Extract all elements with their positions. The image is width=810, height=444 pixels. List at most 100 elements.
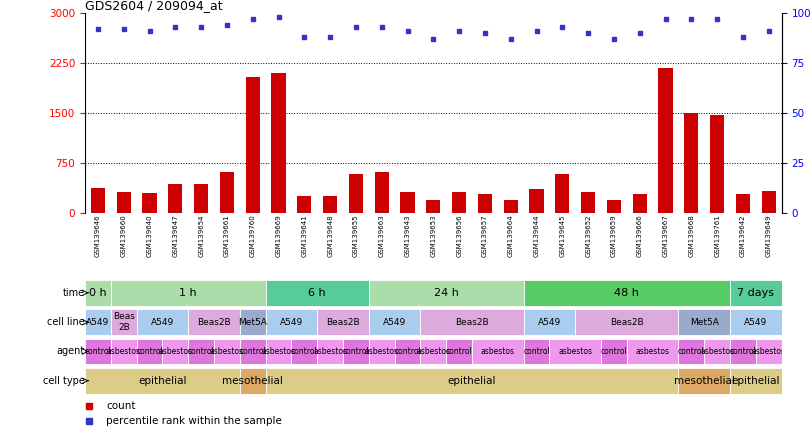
Text: GSM139657: GSM139657 [482,214,488,257]
Text: asbestos: asbestos [107,347,141,356]
Text: time: time [63,288,85,298]
Bar [292,339,318,364]
Text: Met5A: Met5A [690,317,718,327]
Bar [91,188,105,213]
Bar [271,73,286,213]
Bar [117,192,131,213]
Bar [627,339,679,364]
Bar [523,339,549,364]
Bar [163,339,188,364]
Bar [504,200,518,213]
Text: GSM139649: GSM139649 [765,214,772,257]
Bar [240,339,266,364]
Bar [420,309,523,335]
Bar [369,280,523,305]
Bar [137,339,163,364]
Text: agent: agent [57,346,85,357]
Text: asbestos: asbestos [558,347,592,356]
Text: 1 h: 1 h [180,288,197,298]
Bar [375,172,389,213]
Bar [111,280,266,305]
Text: GSM139667: GSM139667 [663,214,668,257]
Text: epithelial: epithelial [448,376,497,386]
Text: GSM139648: GSM139648 [327,214,333,257]
Bar [168,185,182,213]
Text: A549: A549 [744,317,768,327]
Text: 7 days: 7 days [737,288,774,298]
Bar [85,339,111,364]
Text: control: control [678,347,705,356]
Bar [85,280,111,305]
Text: asbestos: asbestos [752,347,786,356]
Bar [478,194,492,213]
Text: control: control [446,347,472,356]
Text: control: control [523,347,550,356]
Bar [266,368,679,393]
Text: control: control [394,347,421,356]
Text: asbestos: asbestos [158,347,192,356]
Bar [111,339,137,364]
Bar [575,309,679,335]
Bar [633,194,647,213]
Bar [245,77,260,213]
Bar [220,172,234,213]
Text: A549: A549 [279,317,303,327]
Bar [343,339,369,364]
Text: cell type: cell type [43,376,85,386]
Text: GSM139642: GSM139642 [740,214,746,257]
Text: epithelial: epithelial [731,376,780,386]
Text: GSM139760: GSM139760 [249,214,256,257]
Bar [323,196,337,213]
Text: asbestos: asbestos [416,347,450,356]
Text: Beas
2B: Beas 2B [113,313,134,332]
Bar [420,339,446,364]
Bar [318,309,369,335]
Bar [400,192,415,213]
Text: GSM139669: GSM139669 [275,214,282,257]
Bar [188,309,240,335]
Text: GSM139644: GSM139644 [534,214,539,257]
Text: asbestos: asbestos [313,347,347,356]
Text: GSM139647: GSM139647 [173,214,178,257]
Bar [556,174,569,213]
Text: GSM139640: GSM139640 [147,214,152,257]
Text: asbestos: asbestos [481,347,515,356]
Text: GSM139645: GSM139645 [560,214,565,257]
Text: GSM139660: GSM139660 [121,214,126,257]
Bar [679,368,730,393]
Text: 0 h: 0 h [89,288,107,298]
Text: control: control [136,347,163,356]
Bar [710,115,724,213]
Text: cell line: cell line [47,317,85,327]
Bar [111,309,137,335]
Text: control: control [188,347,215,356]
Bar [426,200,441,213]
Text: GSM139643: GSM139643 [404,214,411,257]
Text: count: count [106,400,135,411]
Text: GSM139761: GSM139761 [714,214,720,257]
Bar [85,309,111,335]
Text: Beas2B: Beas2B [198,317,231,327]
Text: epithelial: epithelial [139,376,186,386]
Bar [730,280,782,305]
Text: asbestos: asbestos [210,347,244,356]
Bar [369,339,394,364]
Bar [735,194,750,213]
Text: Beas2B: Beas2B [610,317,644,327]
Text: control: control [600,347,627,356]
Text: GSM139668: GSM139668 [688,214,694,257]
Bar [214,339,240,364]
Text: control: control [343,347,369,356]
Bar [472,339,523,364]
Text: GSM139641: GSM139641 [301,214,307,257]
Bar [297,197,311,213]
Text: A549: A549 [87,317,109,327]
Text: percentile rank within the sample: percentile rank within the sample [106,416,282,426]
Bar [679,339,704,364]
Text: control: control [291,347,318,356]
Text: GSM139655: GSM139655 [353,214,359,257]
Bar [761,191,776,213]
Bar [679,309,730,335]
Text: mesothelial: mesothelial [222,376,284,386]
Bar [137,309,188,335]
